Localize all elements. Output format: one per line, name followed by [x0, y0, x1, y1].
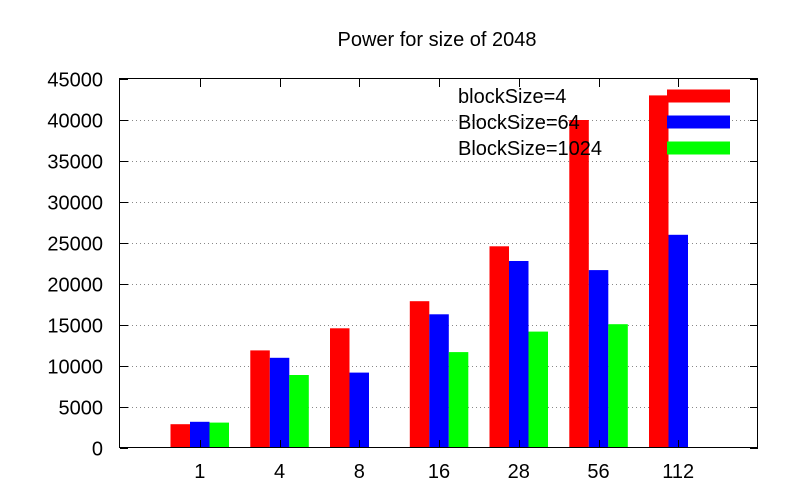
x-tick-label: 8 — [354, 461, 365, 483]
plot-frame — [119, 78, 758, 448]
legend-label: blockSize=4 — [458, 86, 566, 108]
y-tick-label: 15000 — [47, 316, 103, 338]
legend: blockSize=4 BlockSize=64 BlockSize=1024 — [458, 86, 730, 160]
legend-label: BlockSize=1024 — [458, 138, 602, 160]
y-tick-label: 40000 — [47, 111, 103, 133]
chart-title: Power for size of 2048 — [338, 29, 537, 51]
bar-blocksize-4-56 — [569, 120, 589, 448]
bars-layer — [170, 95, 688, 449]
legend-label: BlockSize=64 — [458, 112, 580, 134]
y-tick-label: 30000 — [47, 193, 103, 215]
bar-blocksize-1024-16 — [448, 352, 469, 448]
y-tick-label: 20000 — [47, 275, 103, 297]
x-tick-label: 28 — [508, 461, 530, 483]
x-tick-label: 1 — [194, 461, 205, 483]
legend-swatch — [667, 115, 730, 129]
bar-blocksize-64-112 — [668, 234, 688, 448]
x-tick-label: 56 — [587, 461, 609, 483]
bar-blocksize-64-1 — [190, 421, 210, 448]
x-tick-label: 4 — [274, 461, 285, 483]
bar-blocksize-64-8 — [349, 372, 369, 448]
y-tick-label: 10000 — [47, 357, 103, 379]
y-tick-label: 35000 — [47, 152, 103, 174]
bar-blocksize-1024-1 — [209, 422, 229, 448]
y-tick-label: 25000 — [47, 234, 103, 256]
axis-layer: 0 5000 10000 15000 20000 25000 30000 35000 40000… — [47, 70, 758, 483]
bar-blocksize-4-28 — [489, 246, 509, 448]
bar-blocksize-4-1 — [170, 424, 190, 448]
bar-blocksize-1024-28 — [528, 331, 548, 448]
y-tick-label: 0 — [92, 439, 103, 461]
bar-blocksize-4-16 — [409, 301, 430, 448]
x-tick-label: 112 — [662, 461, 694, 483]
x-tick-label: 16 — [428, 461, 450, 483]
legend-swatch — [667, 141, 730, 155]
bar-blocksize-1024-4 — [289, 375, 309, 448]
y-tick-label: 45000 — [47, 70, 103, 92]
bar-blocksize-4-112 — [649, 95, 669, 449]
bar-blocksize-4-8 — [330, 328, 350, 448]
legend-swatch — [667, 89, 730, 103]
y-tick-label: 5000 — [59, 398, 104, 420]
bar-blocksize-64-16 — [429, 314, 449, 448]
bar-blocksize-4-4 — [250, 350, 270, 448]
bar-blocksize-64-56 — [588, 270, 609, 448]
bar-blocksize-64-28 — [509, 261, 529, 448]
bar-blocksize-1024-56 — [608, 324, 628, 448]
bar-blocksize-64-4 — [269, 357, 290, 448]
